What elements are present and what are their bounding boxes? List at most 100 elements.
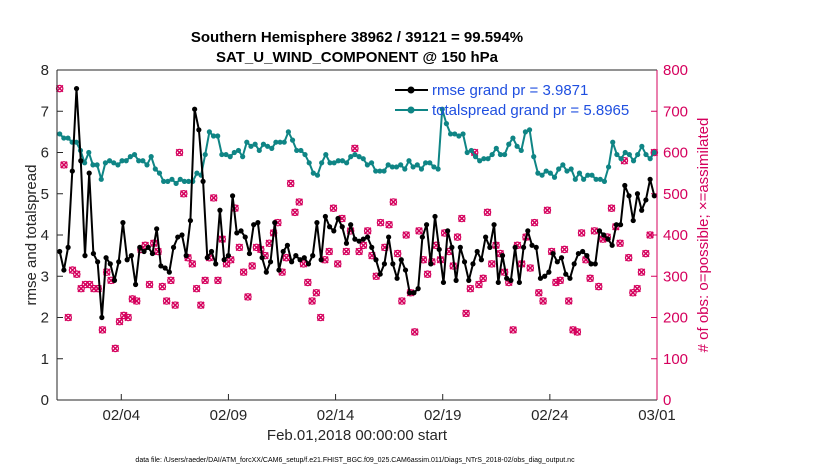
totalspread-point <box>82 160 88 166</box>
possible-point <box>60 161 68 169</box>
totalspread-point <box>344 160 350 166</box>
rmse-point <box>293 253 299 259</box>
rmse-point <box>605 236 611 242</box>
rmse-point <box>520 244 527 250</box>
y-tick-label-left: 8 <box>41 62 49 79</box>
rmse-point <box>580 248 586 255</box>
rmse-point <box>588 261 594 267</box>
rmse-point <box>335 215 341 222</box>
possible-point <box>381 243 389 252</box>
rmse-point <box>647 176 653 182</box>
totalspread-point <box>547 170 553 176</box>
totalspread-point <box>597 176 603 182</box>
rmse-point <box>386 234 392 240</box>
rmse-point <box>221 257 227 263</box>
rmse-point <box>289 259 295 265</box>
rmse-point <box>457 244 463 250</box>
totalspread-point <box>115 162 121 168</box>
assimilated-point <box>389 198 398 206</box>
totalspread-point <box>327 160 333 166</box>
possible-point <box>342 247 351 256</box>
y-tick-label-right: 100 <box>663 351 688 368</box>
totalspread-point <box>94 162 100 168</box>
totalspread-point <box>352 151 358 158</box>
y-tick-label-left: 2 <box>41 310 49 327</box>
rmse-point <box>166 269 172 275</box>
x-tick-label: 02/19 <box>424 407 462 424</box>
rmse-point <box>99 314 105 321</box>
possible-point <box>650 148 659 157</box>
y-tick-label-right: 800 <box>663 62 688 79</box>
assimilated-point <box>120 311 128 320</box>
rmse-point <box>200 178 206 184</box>
rmse-point <box>73 85 80 92</box>
possible-point <box>55 84 64 93</box>
legend-spread-label: totalspread grand pr = 5.8965 <box>432 102 629 119</box>
rmse-point <box>596 228 603 234</box>
possible-point <box>564 297 573 305</box>
possible-point <box>81 280 90 289</box>
assimilated-point <box>483 208 492 217</box>
totalspread-point <box>119 158 125 164</box>
possible-point <box>197 301 205 309</box>
assimilated-point <box>308 297 316 305</box>
totalspread-point <box>535 170 541 176</box>
rmse-point <box>234 230 240 236</box>
rmse-point <box>575 250 582 257</box>
totalspread-point <box>651 149 657 156</box>
assimilated-point <box>462 309 470 318</box>
rmse-point <box>639 207 645 213</box>
totalspread-point <box>381 168 387 174</box>
rmse-point <box>449 244 455 250</box>
rmse-point <box>149 250 156 257</box>
assimilated-point <box>291 208 299 217</box>
possible-point <box>111 344 120 353</box>
totalspread-point <box>539 172 545 178</box>
rmse-point <box>554 259 560 265</box>
totalspread-point <box>443 121 450 127</box>
totalspread-point <box>506 141 512 147</box>
possible-point <box>637 268 646 276</box>
x-tick-label: 02/14 <box>317 407 355 424</box>
possible-point <box>179 189 188 198</box>
possible-point <box>646 231 654 239</box>
assimilated-point <box>385 220 393 229</box>
assimilated-point <box>115 317 124 326</box>
totalspread-point <box>202 151 208 158</box>
possible-point <box>560 245 569 254</box>
rmse-point <box>263 269 269 275</box>
totalspread-point <box>402 166 408 172</box>
assimilated-point <box>124 313 132 322</box>
totalspread-point <box>289 137 296 143</box>
possible-point <box>616 239 624 248</box>
totalspread-point <box>319 160 325 166</box>
y-tick-label-left: 0 <box>41 392 49 409</box>
totalspread-point <box>477 158 483 164</box>
totalspread-point <box>181 178 188 184</box>
assimilated-point <box>64 313 72 322</box>
rmse-point <box>107 261 113 267</box>
possible-point <box>483 208 492 217</box>
possible-point <box>201 276 209 285</box>
rmse-point <box>162 265 168 271</box>
possible-point <box>376 218 385 227</box>
totalspread-point <box>431 164 437 170</box>
rmse-point <box>461 259 468 265</box>
y-tick-label-right: 700 <box>663 103 688 120</box>
rmse-point <box>428 261 434 267</box>
assimilated-point <box>509 326 517 334</box>
rmse-point <box>78 158 84 164</box>
assimilated-point <box>145 280 154 289</box>
possible-point <box>85 280 94 289</box>
rmse-point <box>137 244 143 250</box>
rmse-point <box>69 168 75 174</box>
assimilated-point <box>646 231 654 239</box>
totalspread-point <box>335 158 341 164</box>
possible-point <box>244 293 252 301</box>
rmse-point <box>495 279 501 286</box>
totalspread-point <box>161 178 167 184</box>
rmse-point <box>259 255 265 261</box>
totalspread-point <box>543 168 549 174</box>
totalspread-point <box>306 160 312 166</box>
totalspread-point <box>626 151 632 158</box>
